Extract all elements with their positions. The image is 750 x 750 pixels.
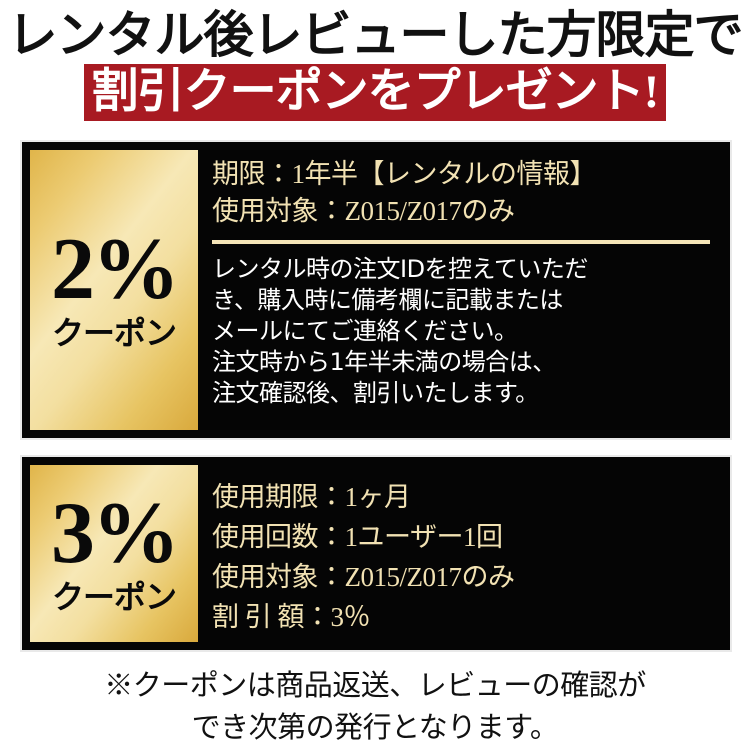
coupon-terms-head: 期限：1年半【レンタルの情報】 使用対象：Z015/Z017のみ bbox=[212, 156, 720, 230]
coupon-details-2-percent: 期限：1年半【レンタルの情報】 使用対象：Z015/Z017のみ レンタル時の注… bbox=[212, 150, 720, 430]
coupon-stage: 2% クーポン 期限：1年半【レンタルの情報】 使用対象：Z015/Z017のみ… bbox=[0, 130, 750, 750]
coupon-badge-3-percent: 3% クーポン bbox=[30, 465, 198, 642]
footer-note-line-1: ※クーポンは商品返送、レビューの確認が bbox=[104, 670, 646, 702]
coupon-term-line: 使用期限：1ヶ月 bbox=[212, 482, 411, 512]
coupon-term-line: 期限：1年半【レンタルの情報】 bbox=[212, 159, 597, 189]
coupon-badge-label: クーポン bbox=[51, 315, 177, 351]
coupon-badge-value: 2% bbox=[51, 221, 180, 318]
header-title-line-2-highlight: 割引クーポンをプレゼント! bbox=[83, 64, 667, 121]
coupon-instruction-line: メールにてご連絡ください。 bbox=[212, 317, 518, 345]
coupon-terms-list: 使用期限：1ヶ月 使用回数：1ユーザー1回 使用対象：Z015/Z017のみ 割… bbox=[212, 477, 720, 637]
coupon-instructions: レンタル時の注文IDを控えていただ き、購入時に備考欄に記載または メールにてご… bbox=[212, 254, 720, 409]
coupon-badge-inner: 3% クーポン bbox=[30, 484, 198, 616]
coupon-instruction-line: 注文確認後、割引いたします。 bbox=[212, 379, 539, 407]
coupon-discount-label: 割 引 額 bbox=[212, 602, 305, 632]
coupon-instruction-line: き、購入時に備考欄に記載または bbox=[212, 286, 563, 314]
coupon-badge-2-percent: 2% クーポン bbox=[30, 150, 198, 430]
coupon-discount-value: ：3％ bbox=[304, 602, 371, 632]
coupon-term-line-discount: 割 引 額：3％ bbox=[212, 597, 720, 637]
coupon-instruction-line: レンタル時の注文IDを控えていただ bbox=[212, 255, 588, 283]
header-title-line-1: レンタル後レビューした方限定で bbox=[7, 7, 744, 63]
coupon-instruction-line: 注文時から1年半未満の場合は、 bbox=[212, 348, 556, 376]
banner-header: レンタル後レビューした方限定で 割引クーポンをプレゼント! bbox=[0, 0, 750, 130]
banner-footer-note: ※クーポンは商品返送、レビューの確認が でき次第の発行となります。 bbox=[0, 665, 750, 749]
footer-note-line-2: でき次第の発行となります。 bbox=[191, 712, 559, 744]
coupon-badge-value: 3% bbox=[51, 484, 180, 582]
coupon-term-line: 使用回数：1ユーザー1回 bbox=[212, 522, 503, 552]
coupon-badge-label: クーポン bbox=[51, 578, 177, 615]
coupon-term-line: 使用対象：Z015/Z017のみ bbox=[212, 562, 515, 592]
header-highlight-wrap: 割引クーポンをプレゼント! bbox=[0, 64, 750, 121]
coupon-badge-inner: 2% クーポン bbox=[30, 221, 198, 352]
coupon-card-2-percent: 2% クーポン 期限：1年半【レンタルの情報】 使用対象：Z015/Z017のみ… bbox=[20, 140, 732, 440]
coupon-card-3-percent: 3% クーポン 使用期限：1ヶ月 使用回数：1ユーザー1回 使用対象：Z015/… bbox=[20, 455, 732, 652]
coupon-divider bbox=[212, 240, 710, 244]
coupon-details-3-percent: 使用期限：1ヶ月 使用回数：1ユーザー1回 使用対象：Z015/Z017のみ 割… bbox=[212, 465, 720, 642]
coupon-term-line: 使用対象：Z015/Z017のみ bbox=[212, 196, 515, 226]
